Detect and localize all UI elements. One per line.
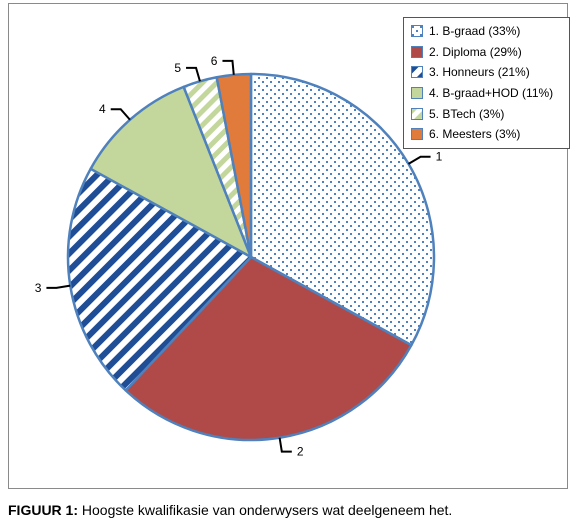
legend-swatch-1 <box>411 25 423 38</box>
callout-label-5: 5 <box>174 61 181 75</box>
callout-line-1 <box>408 155 431 165</box>
legend-label-6: 6. Meesters (3%) <box>429 127 521 142</box>
legend-label-4: 4. B-graad+HOD (11%) <box>429 86 554 101</box>
pie-slice-3 <box>66 167 253 392</box>
legend-label-1: 1. B-graad (33%) <box>429 24 521 39</box>
legend-item-3: 3. Honneurs (21%) <box>411 62 569 83</box>
callout-label-3: 3 <box>35 281 42 295</box>
callout-label-6: 6 <box>211 54 218 68</box>
chart-legend: 1. B-graad (33%) 2. Diploma (29%) 3. Honne… <box>403 17 570 149</box>
callout-label-4: 4 <box>99 102 106 116</box>
callout-label-2: 2 <box>297 445 304 459</box>
caption-label: FIGUUR 1: <box>8 502 78 518</box>
legend-item-2: 2. Diploma (29%) <box>411 42 569 63</box>
legend-swatch-6 <box>411 128 423 141</box>
pie-slice-1 <box>249 72 436 347</box>
legend-item-1: 1. B-graad (33%) <box>411 21 569 42</box>
callout-line-2 <box>278 437 292 453</box>
legend-label-2: 2. Diploma (29%) <box>429 44 522 59</box>
legend-item-5: 5. BTech (3%) <box>411 103 569 124</box>
pie-slice-2 <box>124 255 413 442</box>
callout-line-3 <box>46 284 71 289</box>
callout-line-6 <box>222 59 235 75</box>
legend-item-6: 6. Meesters (3%) <box>411 124 569 145</box>
chart-frame: 1 2 3 4 5 6 1. B-graad (33%) 2. Diploma (29%) 3… <box>8 3 570 489</box>
legend-label-3: 3. Honneurs (21%) <box>429 65 530 80</box>
caption-text: Hoogste kwalifikasie van onderwysers wat… <box>78 502 453 518</box>
legend-label-5: 5. BTech (3%) <box>429 106 505 121</box>
callout-line-5 <box>186 66 201 82</box>
legend-swatch-4 <box>411 87 423 100</box>
legend-swatch-2 <box>411 45 423 58</box>
legend-swatch-3 <box>411 66 423 79</box>
legend-item-4: 4. B-graad+HOD (11%) <box>411 83 569 104</box>
callout-label-1: 1 <box>436 150 443 164</box>
pie-chart: 1 2 3 4 5 6 <box>35 54 443 459</box>
callout-line-4 <box>110 108 131 121</box>
legend-swatch-5 <box>411 107 423 120</box>
figure-caption: FIGUUR 1: Hoogste kwalifikasie van onder… <box>8 502 452 518</box>
